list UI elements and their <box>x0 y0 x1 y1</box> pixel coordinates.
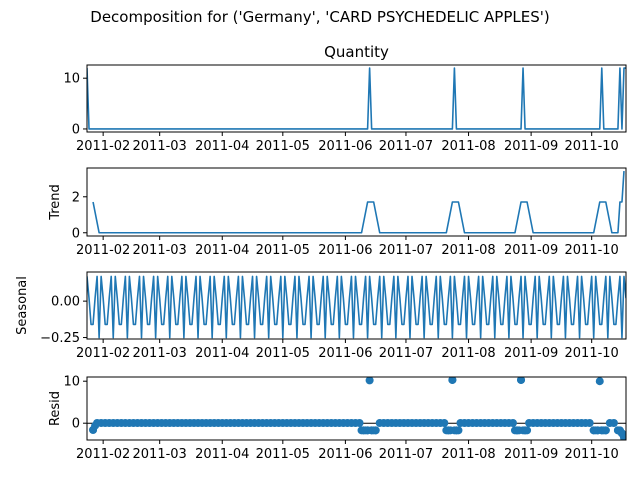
resid-point <box>595 377 604 386</box>
x-tick-label: 2011-09 <box>504 346 558 361</box>
y-tick-label: 0 <box>72 122 80 137</box>
resid-point <box>355 418 364 427</box>
x-tick-label: 2011-06 <box>318 243 372 258</box>
x-tick-label: 2011-10 <box>565 139 619 154</box>
x-tick-label: 2011-03 <box>133 243 187 258</box>
y-tick-label: 0.00 <box>51 295 80 310</box>
x-tick-label: 2011-05 <box>256 243 310 258</box>
x-tick-label: 2011-05 <box>256 139 310 154</box>
y-axis-label: Seasonal <box>15 276 30 335</box>
series-group <box>87 67 626 130</box>
panel-quantity: Quantity 0 10 2011-02 2011-03 2011-04 2011-05 2… <box>63 43 627 154</box>
x-tick-label: 2011-02 <box>76 447 130 462</box>
resid-point <box>601 426 610 435</box>
y-axis-label: Trend <box>48 184 63 221</box>
y-tick-label: 10 <box>63 72 80 87</box>
resid-point <box>365 377 374 385</box>
x-tick-label: 2011-07 <box>379 139 433 154</box>
x-tick-label: 2011-09 <box>504 243 558 258</box>
x-tick-label: 2011-10 <box>565 346 619 361</box>
resid-point <box>448 377 457 384</box>
x-tick-label: 2011-02 <box>76 243 130 258</box>
x-tick-label: 2011-08 <box>441 447 495 462</box>
x-tick-label: 2011-04 <box>195 447 249 462</box>
x-tick-label: 2011-03 <box>133 346 187 361</box>
resid-point <box>523 426 532 435</box>
x-tick-label: 2011-05 <box>256 447 310 462</box>
x-tick-label: 2011-08 <box>441 346 495 361</box>
x-tick-label: 2011-02 <box>76 346 130 361</box>
x-tick-label: 2011-07 <box>379 447 433 462</box>
resid-point <box>371 426 380 435</box>
x-tick-label: 2011-05 <box>256 346 310 361</box>
x-tick-label: 2011-06 <box>318 139 372 154</box>
x-tick-label: 2011-08 <box>441 243 495 258</box>
y-axis-label: Resid <box>48 391 63 426</box>
x-tick-label: 2011-09 <box>504 447 558 462</box>
panel-title: Quantity <box>324 43 389 61</box>
axes-frame <box>86 167 627 237</box>
y-tick-label: 2 <box>72 190 80 205</box>
x-tick-label: 2011-08 <box>441 139 495 154</box>
resid-point <box>585 418 594 427</box>
axes-frame <box>86 376 627 441</box>
resid-point <box>91 421 100 430</box>
series-line <box>87 67 626 130</box>
x-tick-label: 2011-02 <box>76 139 130 154</box>
x-tick-label: 2011-03 <box>133 447 187 462</box>
series-group <box>92 171 625 234</box>
y-tick-label: 0 <box>72 226 80 241</box>
resid-point <box>454 426 463 435</box>
resid-point <box>440 418 449 427</box>
axes-frame <box>86 64 627 133</box>
axes-frame <box>86 271 627 340</box>
resid-point <box>622 434 626 440</box>
x-tick-label: 2011-04 <box>195 139 249 154</box>
resid-point <box>508 418 517 427</box>
resid-point <box>609 418 618 427</box>
x-tick-label: 2011-07 <box>379 346 433 361</box>
x-tick-label: 2011-06 <box>318 346 372 361</box>
x-tick-label: 2011-09 <box>504 139 558 154</box>
resid-point <box>517 377 526 384</box>
x-tick-label: 2011-04 <box>195 243 249 258</box>
y-tick-label: 10 <box>63 375 80 390</box>
x-tick-label: 2011-04 <box>195 346 249 361</box>
series-group <box>87 275 626 339</box>
x-tick-label: 2011-03 <box>133 139 187 154</box>
y-tick-label: 0 <box>72 417 80 432</box>
series-line <box>92 171 625 234</box>
x-tick-label: 2011-06 <box>318 447 372 462</box>
x-tick-label: 2011-10 <box>565 243 619 258</box>
series-group <box>89 377 626 440</box>
x-tick-label: 2011-07 <box>379 243 433 258</box>
panel-seasonal: −0.25 0.00 Seasonal 2011-02 2011-03 2011-04 20… <box>15 271 627 361</box>
x-tick-label: 2011-10 <box>565 447 619 462</box>
series-line <box>87 275 626 339</box>
panel-trend: 0 2 Trend 2011-02 2011-03 2011-04 2011-05 2011-… <box>48 167 627 258</box>
figure-suptitle: Decomposition for ('Germany', 'CARD PSYC… <box>90 8 549 26</box>
y-tick-label: −0.25 <box>40 331 80 346</box>
